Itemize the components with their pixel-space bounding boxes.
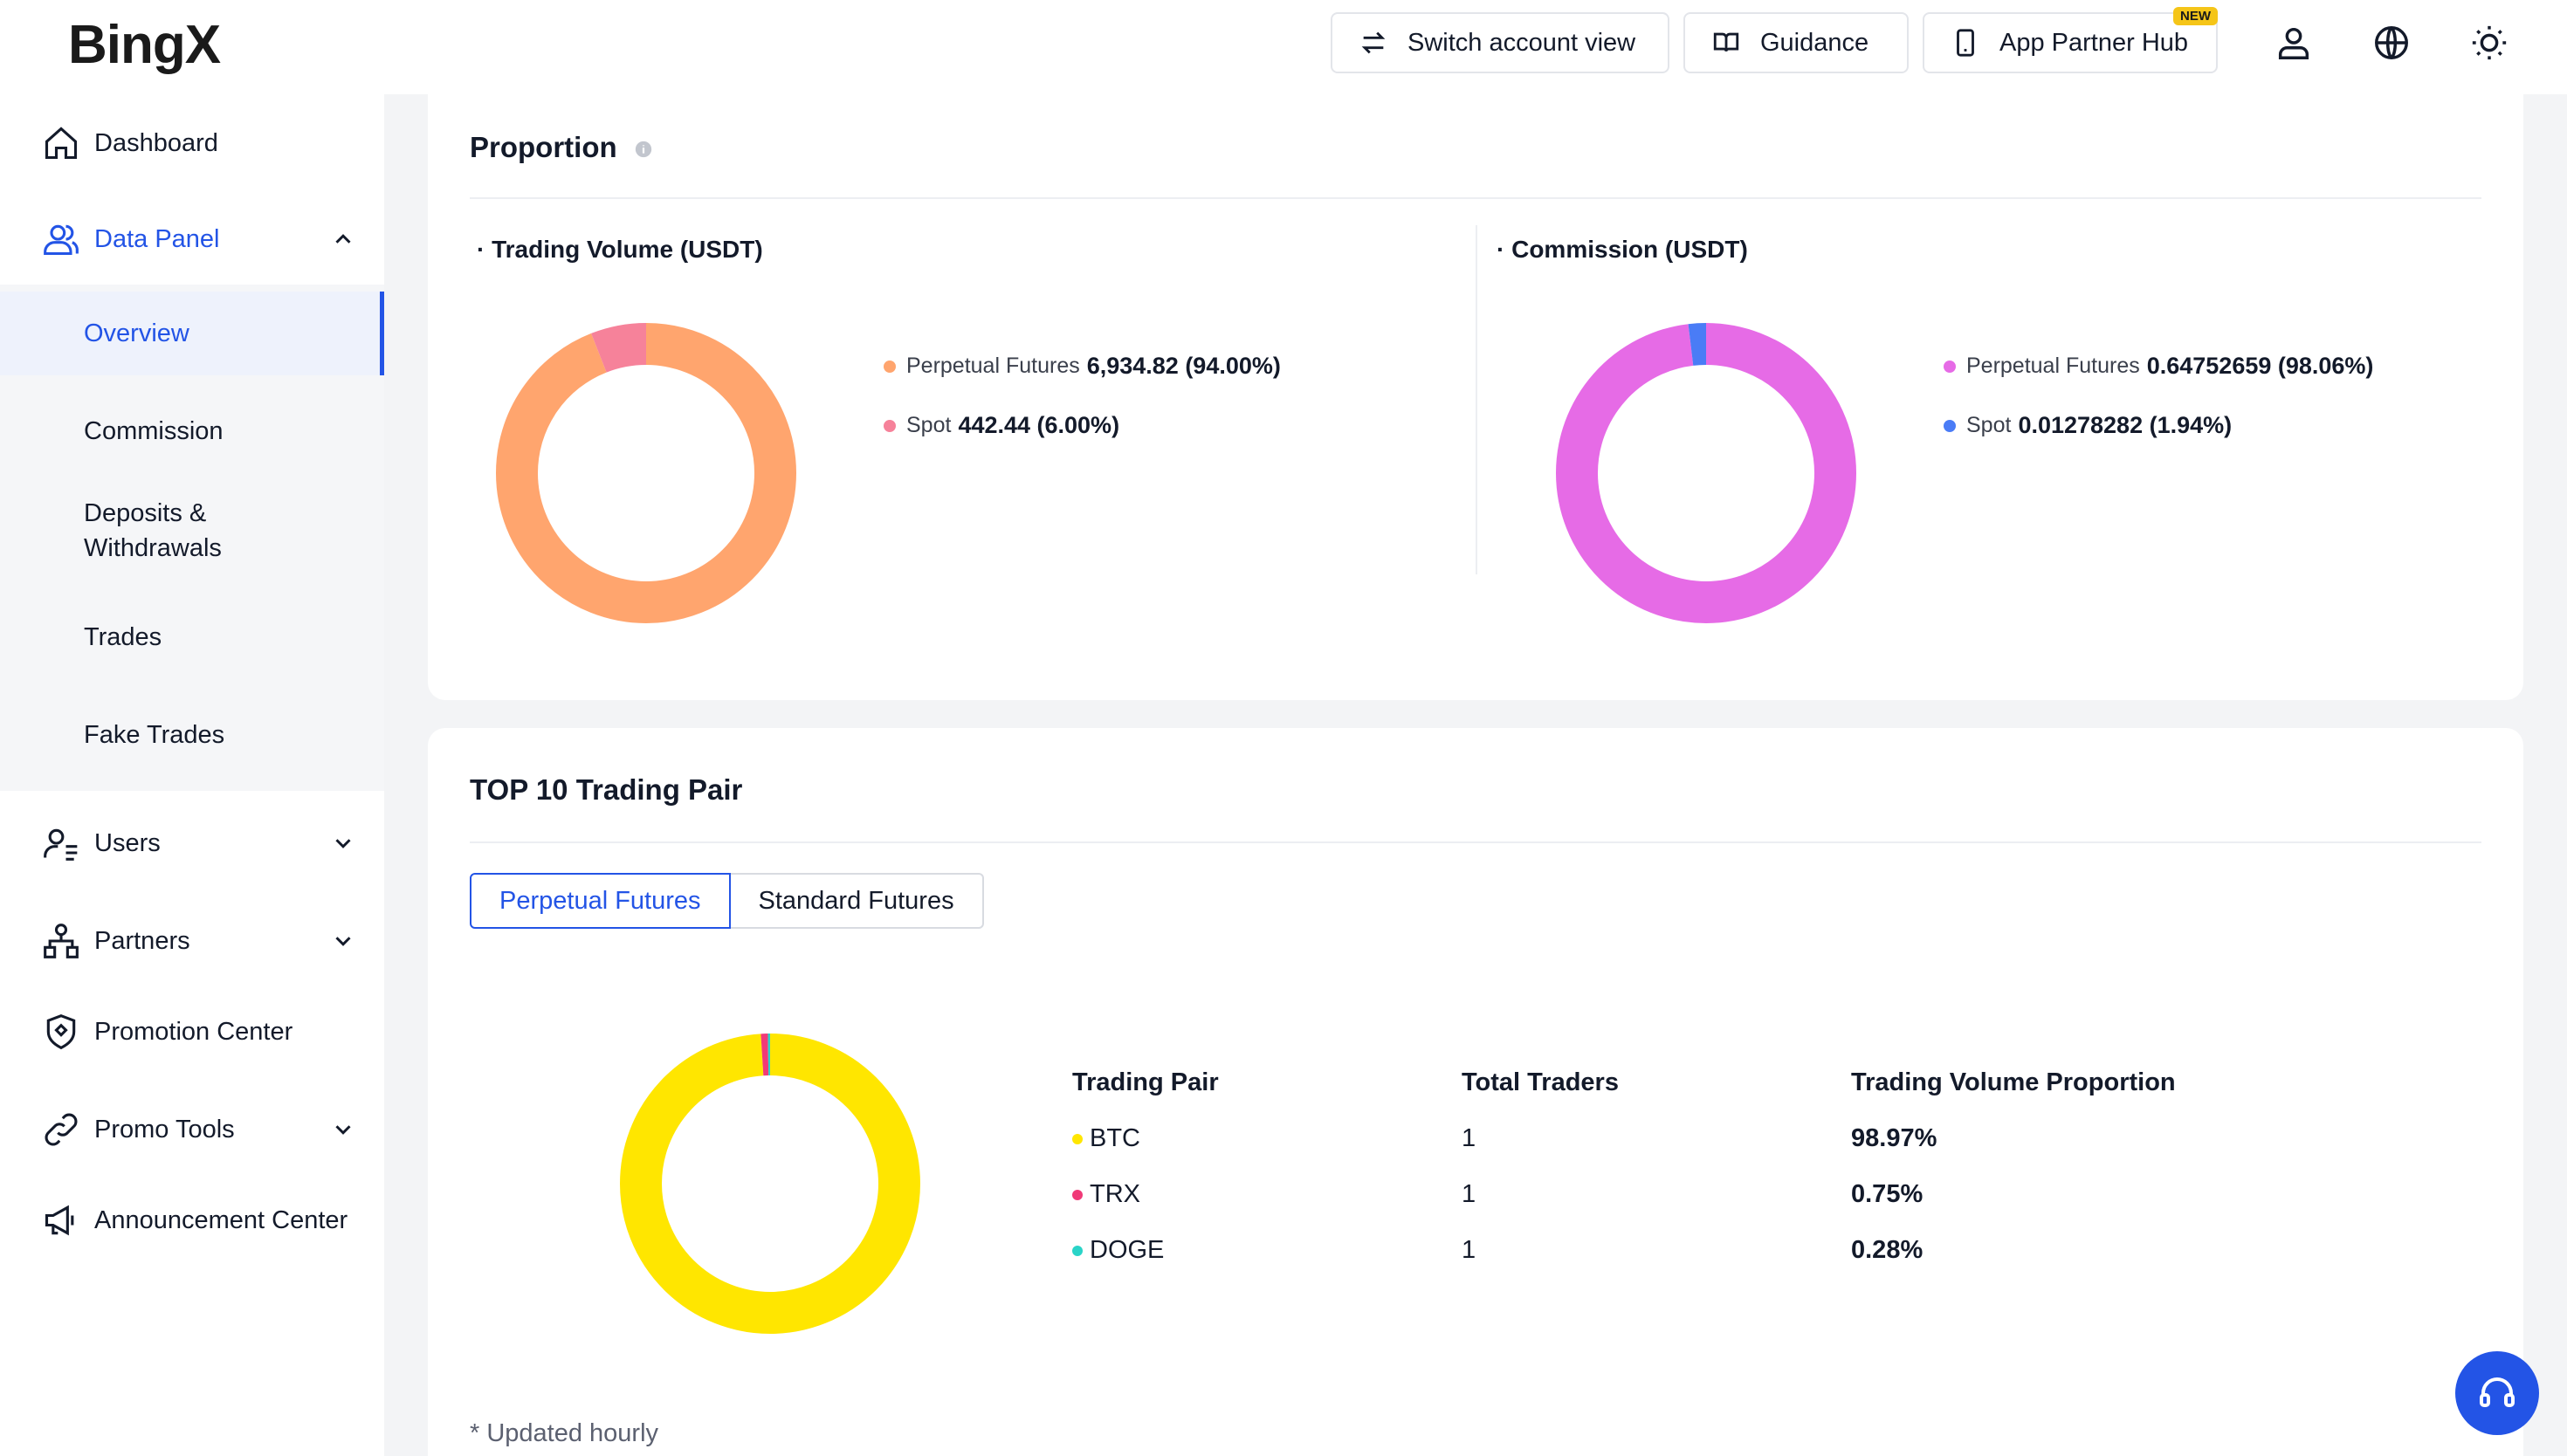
sidebar-item-announcement-center[interactable]: Announcement Center	[0, 1192, 384, 1248]
sidebar-item-promotion-center[interactable]: Promotion Center	[0, 1004, 384, 1060]
link-icon	[45, 1113, 78, 1146]
book-icon	[1713, 32, 1739, 52]
support-chat-button[interactable]	[2455, 1351, 2539, 1435]
legend-dot	[1944, 419, 1956, 432]
shield-icon	[46, 1014, 76, 1050]
volume-slice-perpetual-futures[interactable]	[496, 323, 796, 623]
pair-slice-btc[interactable]	[620, 1034, 920, 1334]
commission-title: · Commission (USDT)	[1497, 236, 1748, 263]
pair-dot	[1072, 1189, 1083, 1200]
top10-donut	[620, 1034, 920, 1334]
home-icon	[45, 127, 78, 160]
switch-account-view-button[interactable]: Switch account view	[1331, 12, 1669, 73]
top-header: BingX Switch account view Guidance App P…	[0, 0, 2567, 94]
app-partner-hub-button[interactable]: App Partner Hub NEW	[1923, 7, 2218, 73]
info-icon[interactable]	[634, 140, 653, 159]
row-trx-proportion: 0.75%	[1851, 1180, 1924, 1208]
sidebar-item-data-panel[interactable]: Data Panel	[0, 211, 384, 267]
sidebar-item-fake-trades[interactable]: Fake Trades	[84, 721, 225, 749]
tab-perpetual-futures[interactable]: Perpetual Futures	[470, 873, 731, 929]
chevron-down-icon	[335, 937, 351, 946]
sun-icon[interactable]	[2466, 19, 2513, 66]
proportion-divider	[470, 197, 2481, 199]
row-btc-traders: 1	[1462, 1124, 1476, 1152]
top10-divider	[470, 841, 2481, 843]
updated-hourly-note: * Updated hourly	[470, 1419, 659, 1447]
volume-slice-spot[interactable]	[496, 323, 796, 623]
data-panel-submenu: Overview Commission Deposits & Withdrawa…	[0, 285, 384, 791]
sidebar-item-partners[interactable]: Partners	[0, 913, 384, 969]
sidebar-item-overview[interactable]: Overview	[0, 292, 384, 375]
commission-slice-perpetual-futures[interactable]	[1556, 323, 1856, 623]
col-volume-proportion: Trading Volume Proportion	[1851, 1068, 2176, 1096]
proportion-title: Proportion	[470, 131, 653, 164]
sidebar-item-trades[interactable]: Trades	[84, 623, 162, 651]
pair-dot	[1072, 1133, 1083, 1144]
pair-dot	[1072, 1245, 1083, 1256]
megaphone-icon	[45, 1205, 74, 1236]
sidebar: Dashboard Data Panel Overview Commission…	[0, 94, 384, 1456]
bingx-logo[interactable]: BingX	[68, 15, 221, 75]
row-trx-pair: TRX	[1072, 1180, 1140, 1209]
chevron-down-icon	[335, 839, 351, 848]
user-list-icon	[44, 828, 78, 861]
phone-icon	[1957, 29, 1974, 57]
headset-icon	[2480, 1377, 2515, 1407]
pair-slice-doge[interactable]	[620, 1034, 920, 1334]
top10-title: TOP 10 Trading Pair	[470, 773, 743, 806]
sidebar-item-deposits-withdrawals[interactable]: Deposits & Withdrawals	[84, 499, 222, 562]
legend-dot	[884, 360, 896, 373]
commission-slice-spot[interactable]	[1556, 323, 1856, 623]
trading-volume-title: · Trading Volume (USDT)	[477, 236, 763, 263]
org-chart-icon	[44, 924, 79, 958]
legend-spot-volume: Spot 442.44 (6.00%)	[884, 412, 1119, 439]
trading-volume-donut	[496, 323, 796, 623]
row-btc-proportion: 98.97%	[1851, 1124, 1937, 1152]
new-badge: NEW	[2173, 7, 2218, 25]
row-trx-traders: 1	[1462, 1180, 1476, 1208]
col-total-traders: Total Traders	[1462, 1068, 1619, 1096]
legend-perpetual-futures-volume: Perpetual Futures 6,934.82 (94.00%)	[884, 353, 1281, 380]
legend-dot	[884, 419, 896, 432]
tab-standard-futures[interactable]: Standard Futures	[730, 873, 984, 929]
market-tabs: Perpetual Futures Standard Futures	[470, 873, 984, 929]
legend-perpetual-futures-commission: Perpetual Futures 0.64752659 (98.06%)	[1944, 353, 2373, 380]
legend-spot-commission: Spot 0.01278282 (1.94%)	[1944, 412, 2232, 439]
sidebar-item-dashboard[interactable]: Dashboard	[0, 115, 384, 171]
sidebar-item-promo-tools[interactable]: Promo Tools	[0, 1102, 384, 1157]
commission-donut	[1556, 323, 1856, 623]
proportion-card: Proportion · Trading Volume (USDT) Perpe…	[428, 94, 2523, 700]
users-icon	[44, 224, 79, 256]
chevron-up-icon	[335, 234, 351, 244]
chevron-down-icon	[335, 1125, 351, 1135]
row-btc-pair: BTC	[1072, 1124, 1140, 1153]
user-icon[interactable]	[2270, 19, 2317, 66]
top10-card: TOP 10 Trading Pair Perpetual Futures St…	[428, 728, 2523, 1456]
row-doge-traders: 1	[1462, 1236, 1476, 1264]
col-trading-pair: Trading Pair	[1072, 1068, 1219, 1096]
swap-arrows-icon	[1361, 31, 1386, 54]
globe-icon[interactable]	[2368, 19, 2415, 66]
row-doge-proportion: 0.28%	[1851, 1236, 1924, 1264]
legend-dot	[1944, 360, 1956, 373]
row-doge-pair: DOGE	[1072, 1236, 1164, 1265]
sidebar-item-commission[interactable]: Commission	[84, 417, 224, 445]
section-divider	[1476, 225, 1477, 574]
guidance-button[interactable]: Guidance	[1683, 12, 1909, 73]
sidebar-item-users[interactable]: Users	[0, 815, 384, 871]
